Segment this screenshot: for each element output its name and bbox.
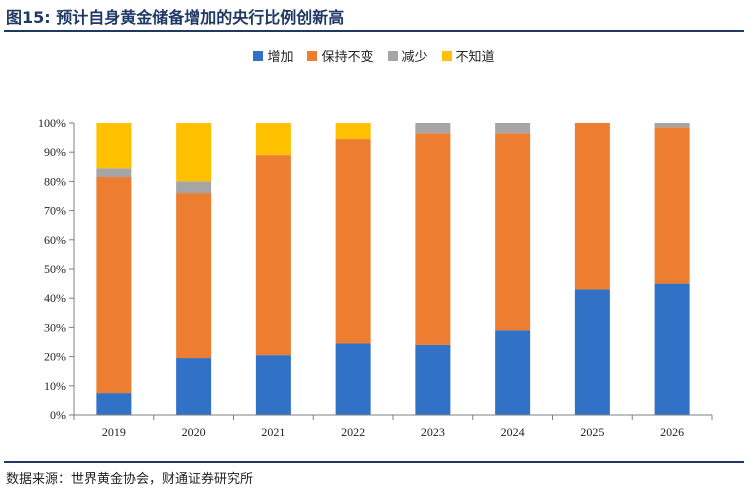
bar-segment-decrease — [654, 123, 690, 128]
bar-segment-maintain — [415, 133, 451, 345]
bar-segment-maintain — [96, 177, 132, 394]
bar-segment-decrease — [495, 123, 531, 134]
bar-segment-maintain — [574, 123, 610, 290]
legend-swatch-unknown — [441, 50, 452, 61]
legend-item-decrease: 减少 — [387, 46, 428, 65]
legend-item-increase: 增加 — [253, 46, 293, 65]
y-tick-label: 30% — [44, 320, 66, 334]
legend-label-maintain: 保持不变 — [321, 50, 374, 65]
bar-segment-maintain — [176, 193, 212, 359]
x-tick-label: 2023 — [421, 425, 445, 439]
y-tick-label: 70% — [44, 204, 66, 218]
legend-swatch-decrease — [387, 50, 398, 61]
bar-segment-unknown — [255, 123, 291, 156]
bar-segment-increase — [495, 330, 531, 415]
y-tick-label: 10% — [44, 379, 66, 393]
x-tick-label: 2022 — [341, 425, 365, 439]
bar-segment-maintain — [335, 139, 371, 344]
legend-item-unknown: 不知道 — [441, 46, 495, 65]
x-tick-label: 2026 — [660, 425, 684, 439]
chart-title: 图15: 预计自身黄金储备增加的央行比例创新高 — [6, 8, 345, 27]
x-tick-label: 2024 — [501, 425, 525, 439]
y-tick-label: 50% — [44, 262, 66, 276]
bar-segment-maintain — [495, 133, 531, 331]
y-tick-label: 0% — [50, 408, 66, 422]
legend-label-unknown: 不知道 — [455, 50, 495, 65]
bar-segment-maintain — [654, 127, 690, 284]
y-tick-label: 60% — [44, 233, 66, 247]
x-tick-label: 2025 — [580, 425, 604, 439]
bar-segment-increase — [415, 344, 451, 415]
bar-segment-increase — [96, 393, 132, 415]
bar-segment-maintain — [255, 155, 291, 356]
bar-segment-increase — [574, 289, 610, 415]
y-tick-label: 20% — [44, 350, 66, 364]
y-tick-label: 40% — [44, 291, 66, 305]
bar-segment-increase — [176, 358, 212, 415]
legend-item-maintain: 保持不变 — [307, 46, 374, 65]
bar-segment-increase — [255, 355, 291, 415]
source-rule — [4, 461, 744, 463]
data-source-note: 数据来源：世界黄金协会，财通证券研究所 — [6, 472, 254, 487]
bar-segment-increase — [335, 343, 371, 415]
legend-swatch-maintain — [307, 50, 318, 61]
chart-legend: 增加 保持不变 减少 不知道 — [0, 46, 748, 65]
legend-swatch-increase — [253, 50, 264, 61]
bar-segment-unknown — [335, 123, 371, 140]
x-tick-label: 2019 — [102, 425, 126, 439]
legend-label-increase: 增加 — [267, 50, 294, 65]
title-rule — [4, 30, 744, 32]
y-tick-label: 100% — [38, 116, 66, 130]
legend-label-decrease: 减少 — [401, 50, 428, 65]
y-tick-label: 80% — [44, 174, 66, 188]
y-tick-label: 90% — [44, 145, 66, 159]
bar-segment-decrease — [176, 181, 212, 194]
bar-segment-unknown — [176, 123, 212, 182]
x-tick-label: 2020 — [182, 425, 206, 439]
bar-segment-increase — [654, 283, 690, 415]
x-tick-label: 2021 — [261, 425, 285, 439]
bar-segment-decrease — [415, 123, 451, 134]
bar-segment-unknown — [96, 123, 132, 169]
bar-segment-decrease — [96, 168, 132, 178]
